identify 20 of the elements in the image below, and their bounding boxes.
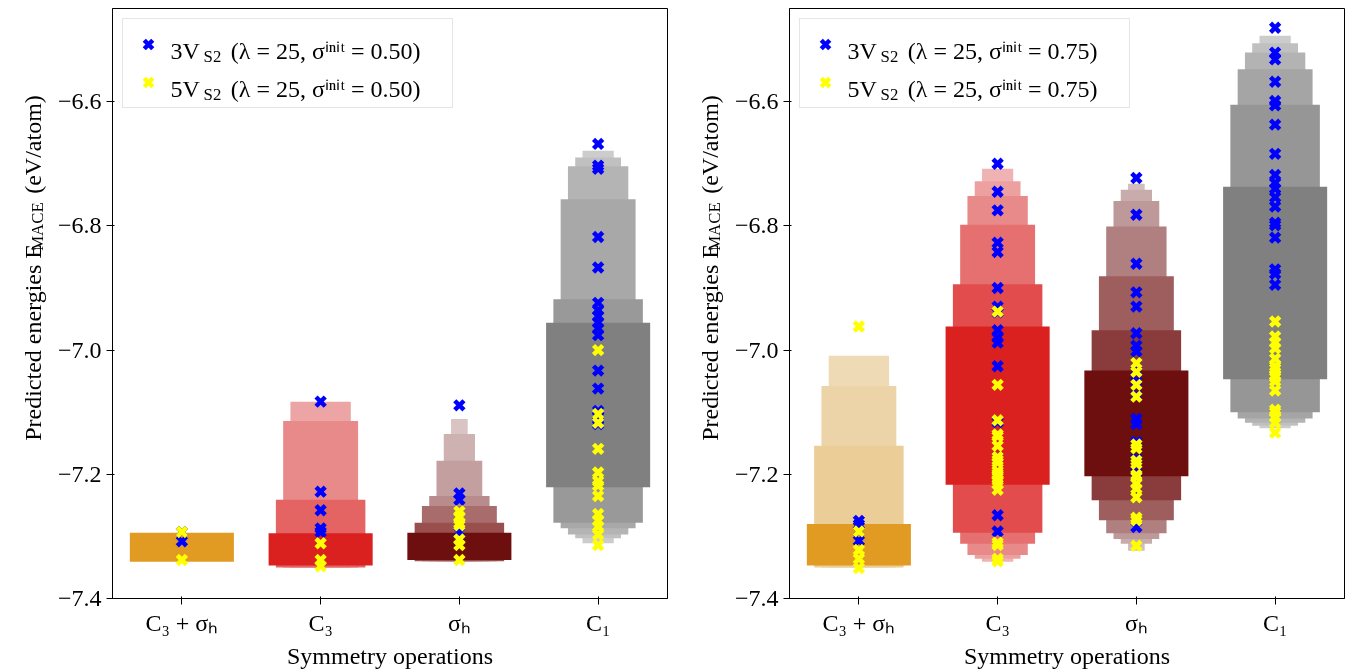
y-tick-label: −6.8 xyxy=(734,212,779,239)
y-tick-label: −7.0 xyxy=(57,336,102,363)
y-tick-label: −7.0 xyxy=(734,336,779,363)
y-tick-label: −7.4 xyxy=(734,585,779,611)
y-tick-label: −6.6 xyxy=(734,88,779,115)
x-tick-label: C₁ xyxy=(585,609,611,636)
x-tick-label: C₃ + σₕ xyxy=(145,609,219,636)
y-tick-label: −7.2 xyxy=(734,460,779,487)
x-tick-label: C₁ xyxy=(1262,609,1288,636)
x-tick-label: C₃ + σₕ xyxy=(822,609,896,636)
x-tick-label: σₕ xyxy=(1124,609,1148,636)
x-tick-label: C₃ xyxy=(308,609,333,636)
x-tick-label: σₕ xyxy=(447,609,471,636)
x-axis-title: Symmetry operations xyxy=(287,642,493,669)
y-tick-label: −7.4 xyxy=(57,585,102,611)
y-tick-label: −6.8 xyxy=(57,212,102,239)
x-tick-label: C₃ xyxy=(985,609,1010,636)
x-axis-title: Symmetry operations xyxy=(964,642,1170,669)
y-tick-label: −6.6 xyxy=(57,88,102,115)
y-tick-label: −7.2 xyxy=(57,460,102,487)
